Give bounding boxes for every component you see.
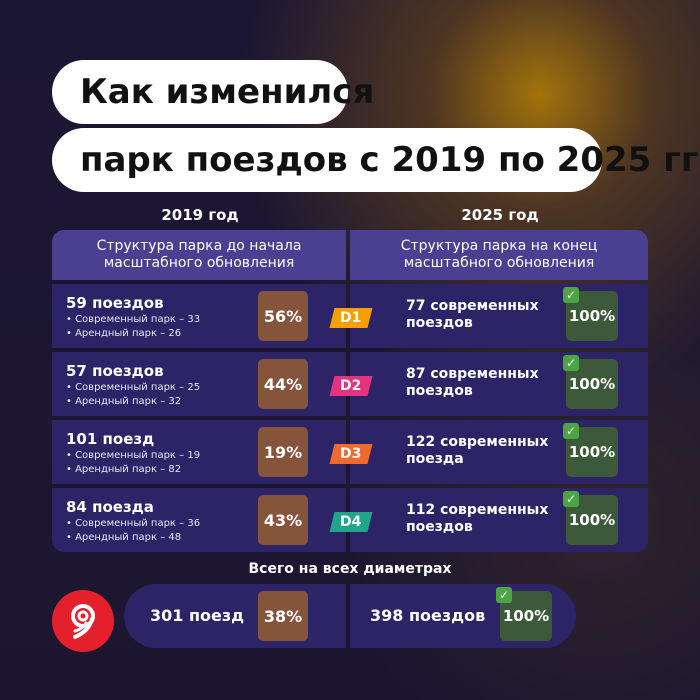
header-after-update: Структура парка на конец масштабного обн… <box>350 230 648 280</box>
train-count: 101 поезд <box>66 430 155 448</box>
mcd-logo-icon <box>52 590 114 652</box>
check-icon: ✓ <box>563 491 579 507</box>
title-line-2: парк поездов с 2019 по 2025 гг. <box>52 128 700 192</box>
cell-2019: 84 поезда • Современный парк – 36 • Арен… <box>52 488 346 552</box>
title-line-1: Как изменился <box>52 60 374 124</box>
new-train-count: 77 современных поездов <box>406 298 539 331</box>
modern-fleet: • Современный парк – 33 <box>66 314 201 325</box>
train-count: 57 поездов <box>66 362 164 380</box>
cell-2019: 101 поезд • Современный парк – 19 • Арен… <box>52 420 346 484</box>
total-2019: 301 поезд 38% <box>124 584 346 648</box>
modern-fleet: • Современный парк – 36 <box>66 518 201 529</box>
check-icon: ✓ <box>563 423 579 439</box>
cell-2025: 122 современных поезда 100% ✓ <box>350 420 648 484</box>
modern-share-badge: 19% <box>258 427 308 477</box>
header-before-update: Структура парка до начала масштабного об… <box>52 230 346 280</box>
line-badge-d1: D1 <box>329 308 373 328</box>
modern-share-badge-new: 100% <box>566 495 618 545</box>
total-train-count-2025: 398 поездов <box>370 606 486 625</box>
line-badge-d2: D2 <box>329 376 373 396</box>
cell-2019: 59 поездов • Современный парк – 33 • Аре… <box>52 284 346 348</box>
cell-2019: 57 поездов • Современный парк – 25 • Аре… <box>52 352 346 416</box>
modern-share-badge: 43% <box>258 495 308 545</box>
check-icon: ✓ <box>563 287 579 303</box>
year-label-2019: 2019 год <box>161 206 239 224</box>
cell-2025: 112 современных поездов 100% ✓ <box>350 488 648 552</box>
total-2025: 398 поездов 100% ✓ <box>350 584 576 648</box>
total-train-count-2019: 301 поезд <box>150 606 245 625</box>
total-label: Всего на всех диаметрах <box>248 561 452 577</box>
rented-fleet: • Арендный парк – 32 <box>66 396 182 407</box>
rented-fleet: • Арендный парк – 82 <box>66 464 182 475</box>
modern-share-badge: 44% <box>258 359 308 409</box>
rented-fleet: • Арендный парк – 26 <box>66 328 182 339</box>
train-count: 59 поездов <box>66 294 164 312</box>
table-row-d4: 84 поезда • Современный парк – 36 • Арен… <box>52 488 648 552</box>
line-badge-d4: D4 <box>329 512 373 532</box>
new-train-count: 122 современных поезда <box>406 434 549 467</box>
year-label-2025: 2025 год <box>461 206 539 224</box>
modern-fleet: • Современный парк – 25 <box>66 382 201 393</box>
modern-fleet: • Современный парк – 19 <box>66 450 201 461</box>
new-train-count: 87 современных поездов <box>406 366 539 399</box>
line-badge-d3: D3 <box>329 444 373 464</box>
rented-fleet: • Арендный парк – 48 <box>66 532 182 543</box>
total-share-badge-2019: 38% <box>258 591 308 641</box>
new-train-count: 112 современных поездов <box>406 502 549 535</box>
table-row-d2: 57 поездов • Современный парк – 25 • Аре… <box>52 352 648 416</box>
check-icon: ✓ <box>496 587 512 603</box>
train-count: 84 поезда <box>66 498 154 516</box>
cell-2025: 87 современных поездов 100% ✓ <box>350 352 648 416</box>
modern-share-badge: 56% <box>258 291 308 341</box>
table-row-d3: 101 поезд • Современный парк – 19 • Арен… <box>52 420 648 484</box>
cell-2025: 77 современных поездов 100% ✓ <box>350 284 648 348</box>
check-icon: ✓ <box>563 355 579 371</box>
table-row-d1: 59 поездов • Современный парк – 33 • Аре… <box>52 284 648 348</box>
